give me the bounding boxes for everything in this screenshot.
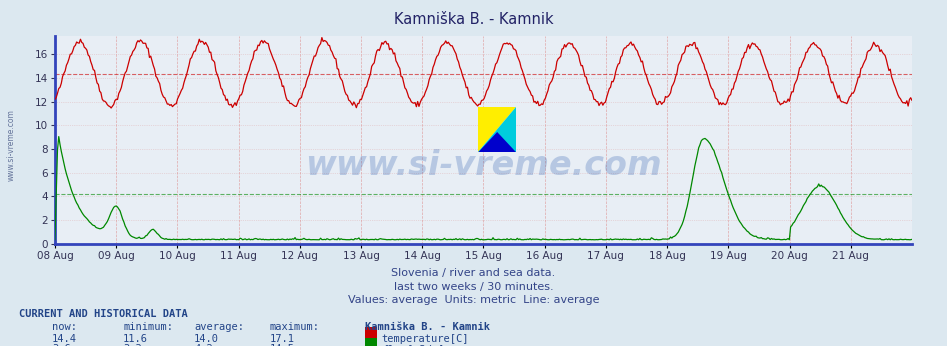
Text: 4.2: 4.2 — [194, 344, 213, 346]
Text: minimum:: minimum: — [123, 322, 173, 333]
Polygon shape — [478, 107, 516, 152]
Text: last two weeks / 30 minutes.: last two weeks / 30 minutes. — [394, 282, 553, 292]
Text: Slovenia / river and sea data.: Slovenia / river and sea data. — [391, 268, 556, 278]
Text: maximum:: maximum: — [270, 322, 320, 333]
Text: temperature[C]: temperature[C] — [382, 334, 469, 344]
Text: now:: now: — [52, 322, 77, 333]
Text: 14.0: 14.0 — [194, 334, 219, 344]
Text: 3.3: 3.3 — [123, 344, 142, 346]
Text: Kamniška B. - Kamnik: Kamniška B. - Kamnik — [365, 322, 490, 333]
Text: CURRENT AND HISTORICAL DATA: CURRENT AND HISTORICAL DATA — [19, 309, 188, 319]
Text: Kamniška B. - Kamnik: Kamniška B. - Kamnik — [394, 12, 553, 27]
Text: 17.1: 17.1 — [270, 334, 295, 344]
Polygon shape — [478, 107, 516, 152]
Text: Values: average  Units: metric  Line: average: Values: average Units: metric Line: aver… — [348, 295, 599, 305]
Text: average:: average: — [194, 322, 244, 333]
Text: www.si-vreme.com: www.si-vreme.com — [7, 109, 16, 181]
Text: 11.6: 11.6 — [123, 334, 148, 344]
Polygon shape — [478, 132, 516, 152]
Text: www.si-vreme.com: www.si-vreme.com — [305, 148, 662, 182]
Text: flow[m3/s]: flow[m3/s] — [382, 344, 444, 346]
Text: 14.5: 14.5 — [270, 344, 295, 346]
Text: 14.4: 14.4 — [52, 334, 77, 344]
Text: 3.6: 3.6 — [52, 344, 71, 346]
